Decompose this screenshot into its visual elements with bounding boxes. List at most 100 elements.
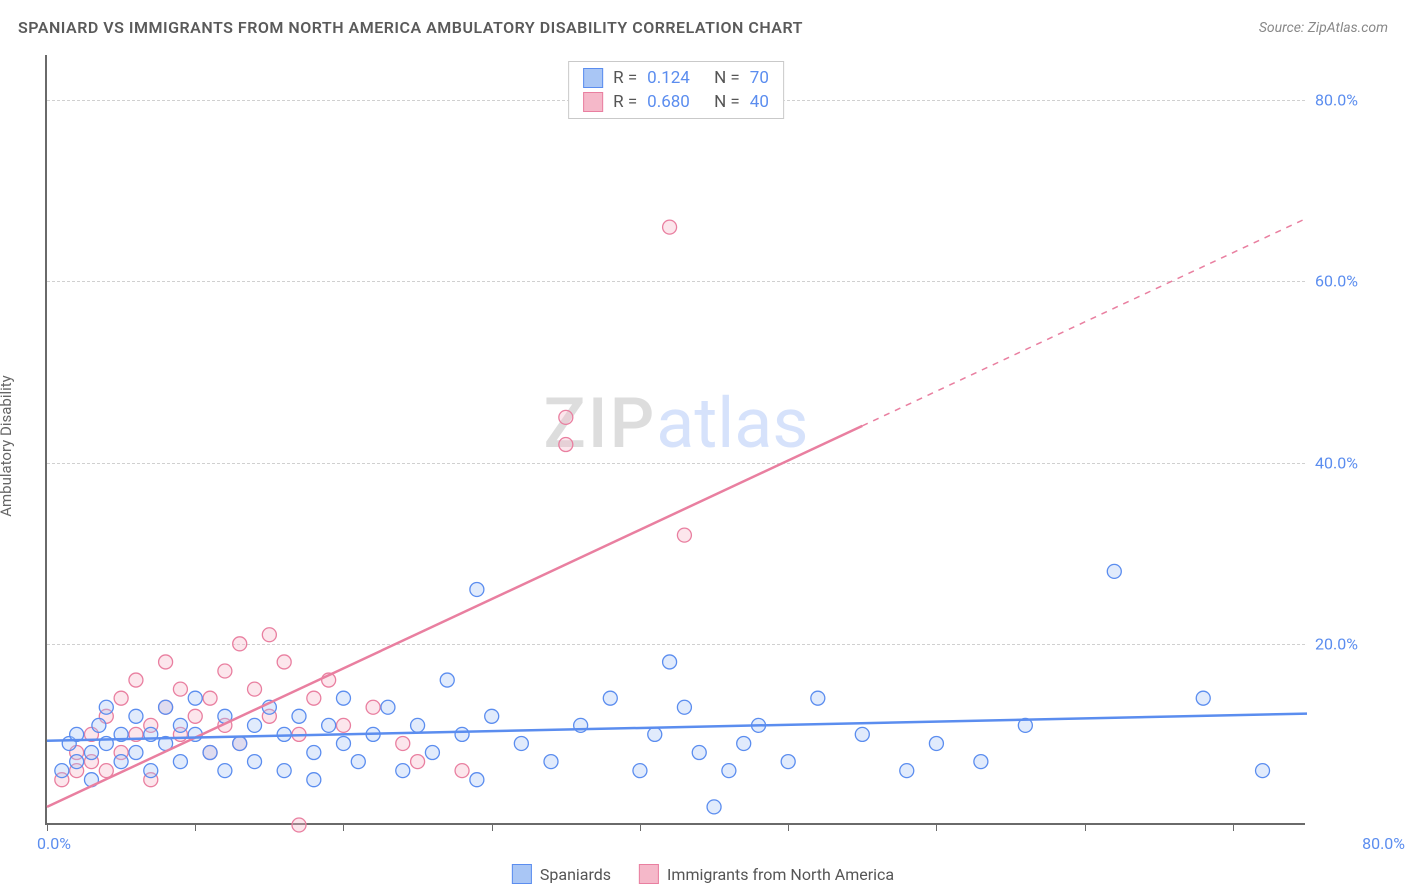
x-tick [640, 823, 641, 831]
x-tick [492, 823, 493, 831]
data-point-spaniards [351, 755, 365, 769]
x-tick [1233, 823, 1234, 831]
data-point-immigrants [677, 528, 691, 542]
bottom-legend: Spaniards Immigrants from North America [512, 864, 894, 884]
data-point-spaniards [855, 727, 869, 741]
r-label: R = [613, 92, 637, 112]
x-tick [936, 823, 937, 831]
data-point-spaniards [677, 700, 691, 714]
data-point-spaniards [114, 755, 128, 769]
data-point-spaniards [737, 736, 751, 750]
data-point-spaniards [544, 755, 558, 769]
data-point-immigrants [114, 691, 128, 705]
data-point-spaniards [84, 746, 98, 760]
legend-item-immigrants: Immigrants from North America [639, 864, 894, 884]
data-point-immigrants [188, 709, 202, 723]
data-point-spaniards [900, 764, 914, 778]
data-point-immigrants [396, 736, 410, 750]
y-tick-label: 60.0% [1315, 272, 1395, 291]
n-label: N = [714, 68, 740, 88]
data-point-spaniards [322, 718, 336, 732]
data-point-immigrants [129, 673, 143, 687]
n-value-spaniards: 70 [750, 68, 769, 88]
plot-area: ZIPatlas 20.0%40.0%60.0%80.0% 0.0% 80.0%… [45, 55, 1305, 825]
data-point-spaniards [188, 691, 202, 705]
data-point-spaniards [307, 773, 321, 787]
trend-line-dashed-immigrants [862, 218, 1307, 426]
data-point-spaniards [99, 700, 113, 714]
data-point-spaniards [811, 691, 825, 705]
source-name: ZipAtlas.com [1308, 20, 1388, 36]
data-point-spaniards [603, 691, 617, 705]
data-point-spaniards [514, 736, 528, 750]
data-point-spaniards [381, 700, 395, 714]
data-point-spaniards [159, 700, 173, 714]
x-tick [195, 823, 196, 831]
data-point-immigrants [233, 637, 247, 651]
data-point-spaniards [336, 691, 350, 705]
data-point-immigrants [455, 764, 469, 778]
y-axis-label: Ambulatory Disability [0, 375, 15, 517]
data-point-spaniards [1256, 764, 1270, 778]
data-point-spaniards [1107, 564, 1121, 578]
data-point-immigrants [307, 691, 321, 705]
data-point-spaniards [129, 746, 143, 760]
swatch-spaniards [583, 68, 603, 88]
data-point-spaniards [648, 727, 662, 741]
data-point-spaniards [485, 709, 499, 723]
data-point-spaniards [707, 800, 721, 814]
n-label: N = [714, 92, 740, 112]
data-point-spaniards [203, 746, 217, 760]
x-tick [47, 823, 48, 831]
legend-swatch-immigrants [639, 864, 659, 884]
source-prefix: Source: [1259, 20, 1308, 36]
y-tick-label: 40.0% [1315, 453, 1395, 472]
data-point-spaniards [781, 755, 795, 769]
data-point-spaniards [633, 764, 647, 778]
source-attribution: Source: ZipAtlas.com [1259, 20, 1388, 36]
data-point-spaniards [129, 709, 143, 723]
legend-item-spaniards: Spaniards [512, 864, 611, 884]
correlation-stats-box: R = 0.124 N = 70 R = 0.680 N = 40 [568, 61, 784, 119]
header: SPANIARD VS IMMIGRANTS FROM NORTH AMERIC… [18, 18, 1388, 37]
data-point-spaniards [692, 746, 706, 760]
data-point-spaniards [470, 582, 484, 596]
legend-label-spaniards: Spaniards [540, 865, 611, 884]
data-point-spaniards [336, 736, 350, 750]
data-point-spaniards [248, 755, 262, 769]
data-point-immigrants [159, 655, 173, 669]
data-point-immigrants [663, 220, 677, 234]
data-point-spaniards [470, 773, 484, 787]
data-point-spaniards [248, 718, 262, 732]
data-point-immigrants [218, 664, 232, 678]
data-point-spaniards [929, 736, 943, 750]
data-point-immigrants [411, 755, 425, 769]
data-point-spaniards [722, 764, 736, 778]
data-point-spaniards [218, 764, 232, 778]
chart-svg [47, 55, 1305, 823]
legend-label-immigrants: Immigrants from North America [667, 865, 894, 884]
x-tick [1085, 823, 1086, 831]
data-point-immigrants [277, 655, 291, 669]
data-point-spaniards [1196, 691, 1210, 705]
data-point-spaniards [233, 736, 247, 750]
data-point-immigrants [262, 628, 276, 642]
data-point-spaniards [292, 709, 306, 723]
data-point-spaniards [92, 718, 106, 732]
data-point-spaniards [70, 755, 84, 769]
n-value-immigrants: 40 [750, 92, 769, 112]
legend-swatch-spaniards [512, 864, 532, 884]
data-point-spaniards [974, 755, 988, 769]
r-value-spaniards: 0.124 [647, 68, 690, 88]
data-point-spaniards [663, 655, 677, 669]
data-point-spaniards [173, 718, 187, 732]
data-point-immigrants [559, 410, 573, 424]
data-point-spaniards [440, 673, 454, 687]
data-point-immigrants [559, 438, 573, 452]
chart-title: SPANIARD VS IMMIGRANTS FROM NORTH AMERIC… [18, 18, 803, 37]
data-point-immigrants [366, 700, 380, 714]
r-label: R = [613, 68, 637, 88]
stats-row-spaniards: R = 0.124 N = 70 [583, 68, 769, 88]
data-point-spaniards [411, 718, 425, 732]
y-tick-label: 80.0% [1315, 91, 1395, 110]
